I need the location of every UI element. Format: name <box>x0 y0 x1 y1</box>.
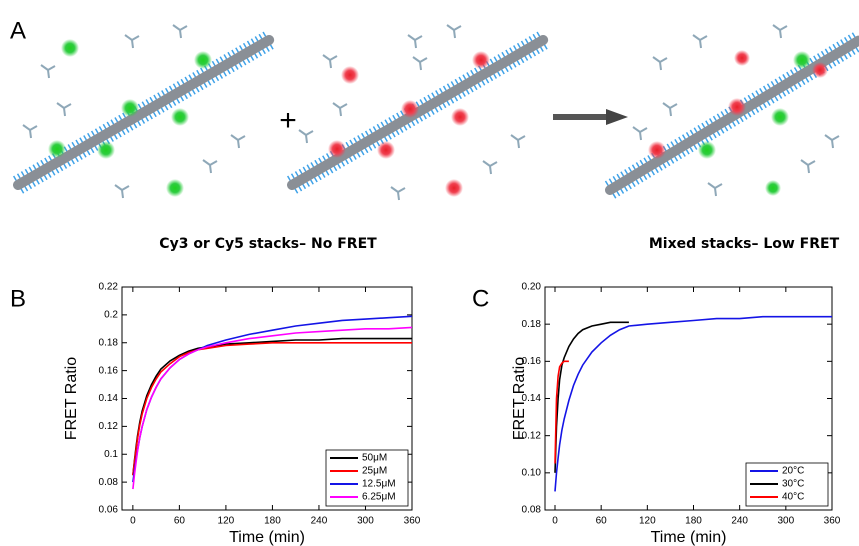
legend-label: 30°C <box>782 479 804 490</box>
y-tick-label: 0.08 <box>522 505 542 516</box>
panel-label: B <box>10 285 26 312</box>
y-tick-label: 0.16 <box>522 356 542 367</box>
panel-label: A <box>10 17 26 44</box>
caption: Cy3 or Cy5 stacks– No FRET <box>159 236 377 252</box>
arrow <box>553 109 628 125</box>
y-tick-label: 0.1 <box>104 449 118 460</box>
dye-dots <box>48 39 828 197</box>
x-tick-label: 300 <box>357 516 374 527</box>
data-line <box>132 342 412 476</box>
y-tick-label: 0.16 <box>99 365 119 376</box>
y-tick-label: 0.12 <box>99 421 119 432</box>
dna-stack <box>18 40 269 185</box>
y-tick-label: 0.22 <box>99 282 119 293</box>
legend-label: 40°C <box>782 492 804 503</box>
x-tick-label: 360 <box>404 516 421 527</box>
y-tick-label: 0.14 <box>99 393 119 404</box>
caption: Mixed stacks– Low FRET <box>649 236 840 252</box>
y-tick-label: 0.12 <box>522 430 542 441</box>
y-tick-label: 0.18 <box>99 337 119 348</box>
panel-label: C <box>472 285 489 312</box>
panel-a: A + <box>10 17 859 252</box>
x-tick-label: 120 <box>218 516 235 527</box>
y-tick-label: 0.08 <box>99 477 119 488</box>
y-tick-label: 0.14 <box>522 393 542 404</box>
x-tick-label: 180 <box>685 516 702 527</box>
legend-label: 25μM <box>362 466 387 477</box>
x-axis-label: Time (min) <box>651 529 727 546</box>
legend-label: 6.25μM <box>362 492 396 503</box>
plus-sign: + <box>279 104 297 137</box>
y-tick-label: 0.06 <box>99 505 119 516</box>
x-tick-label: 240 <box>311 516 328 527</box>
data-line <box>554 360 569 464</box>
y-tick-label: 0.18 <box>522 319 542 330</box>
x-tick-label: 0 <box>552 516 558 527</box>
y-tick-label: 0.2 <box>104 310 118 321</box>
data-line <box>132 326 413 490</box>
x-tick-label: 60 <box>596 516 608 527</box>
data-line <box>554 315 832 492</box>
legend-label: 50μM <box>362 453 387 464</box>
y-axis-label: FRET Ratio <box>511 357 528 440</box>
legend-label: 20°C <box>782 466 804 477</box>
x-tick-label: 360 <box>824 516 841 527</box>
data-line <box>554 321 629 473</box>
x-tick-label: 120 <box>639 516 656 527</box>
y-tick-label: 0.10 <box>522 467 542 478</box>
x-tick-label: 240 <box>731 516 748 527</box>
x-tick-label: 0 <box>130 516 136 527</box>
y-tick-label: 0.20 <box>522 282 542 293</box>
x-tick-label: 60 <box>174 516 186 527</box>
y-axis-label: FRET Ratio <box>63 357 80 440</box>
x-axis-label: Time (min) <box>229 529 305 546</box>
x-tick-label: 300 <box>777 516 794 527</box>
x-tick-label: 180 <box>264 516 281 527</box>
legend-label: 12.5μM <box>362 479 396 490</box>
